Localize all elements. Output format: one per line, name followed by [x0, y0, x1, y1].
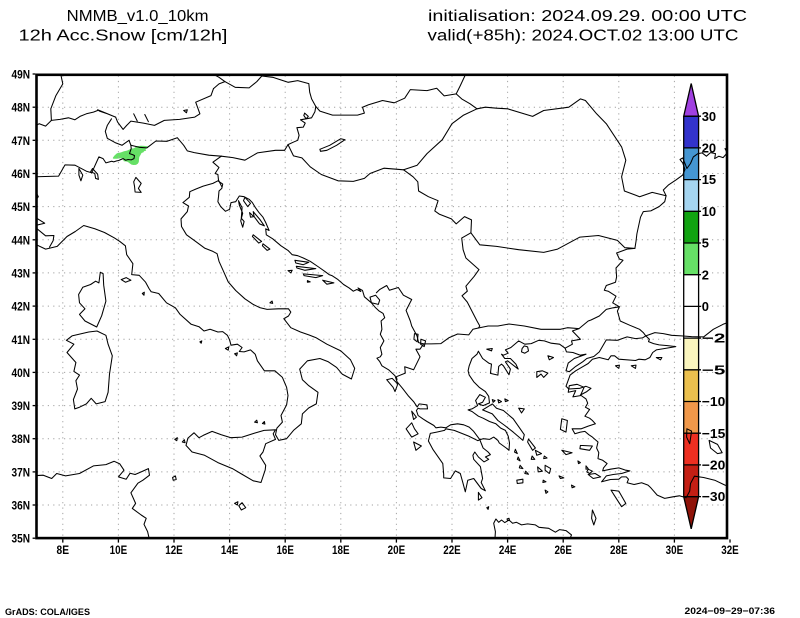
svg-text:−20: −20: [702, 458, 726, 473]
svg-text:12h Acc.Snow [cm/12h]: 12h Acc.Snow [cm/12h]: [19, 28, 228, 45]
svg-text:49N: 49N: [12, 70, 31, 82]
svg-text:36N: 36N: [12, 501, 31, 513]
svg-text:35N: 35N: [12, 534, 31, 546]
svg-text:10E: 10E: [110, 545, 128, 557]
svg-text:48N: 48N: [12, 103, 31, 115]
svg-text:8E: 8E: [57, 545, 70, 557]
svg-text:2024−09−29−07:36: 2024−09−29−07:36: [685, 606, 776, 617]
svg-text:38N: 38N: [12, 434, 31, 446]
svg-text:30: 30: [702, 109, 716, 124]
svg-text:initialisation: 2024.09.29.: initialisation: 2024.09.29. 00:00 UTC: [428, 8, 747, 25]
svg-text:26E: 26E: [554, 545, 572, 557]
svg-text:30E: 30E: [666, 545, 684, 557]
svg-text:37N: 37N: [12, 467, 31, 479]
svg-text:28E: 28E: [610, 545, 628, 557]
svg-text:32E: 32E: [721, 545, 739, 557]
svg-text:45N: 45N: [12, 202, 31, 214]
svg-text:12E: 12E: [165, 545, 183, 557]
svg-text:46N: 46N: [12, 169, 31, 181]
svg-text:18E: 18E: [332, 545, 350, 557]
svg-text:−10: −10: [702, 394, 726, 409]
svg-text:−2: −2: [702, 331, 726, 346]
svg-text:39N: 39N: [12, 401, 31, 413]
svg-text:20: 20: [702, 141, 716, 156]
svg-text:40N: 40N: [12, 368, 31, 380]
svg-text:−15: −15: [702, 426, 726, 441]
svg-text:47N: 47N: [12, 136, 31, 148]
svg-text:2: 2: [702, 267, 709, 282]
svg-text:15: 15: [702, 172, 716, 187]
svg-text:−5: −5: [702, 362, 726, 377]
svg-text:16E: 16E: [276, 545, 294, 557]
svg-text:42N: 42N: [12, 302, 31, 314]
svg-text:10: 10: [702, 204, 716, 219]
svg-text:22E: 22E: [443, 545, 461, 557]
svg-text:NMMB_v1.0_10km: NMMB_v1.0_10km: [67, 8, 209, 25]
svg-text:20E: 20E: [388, 545, 406, 557]
svg-text:41N: 41N: [12, 335, 31, 347]
svg-text:−30: −30: [702, 489, 726, 504]
svg-text:0: 0: [702, 299, 709, 314]
svg-text:24E: 24E: [499, 545, 517, 557]
svg-text:14E: 14E: [221, 545, 239, 557]
svg-text:valid(+85h): 2024.OCT.02 13:00: valid(+85h): 2024.OCT.02 13:00 UTC: [428, 28, 739, 45]
svg-text:44N: 44N: [12, 235, 31, 247]
svg-text:43N: 43N: [12, 268, 31, 280]
svg-text:5: 5: [702, 236, 709, 251]
svg-text:GrADS: COLA/IGES: GrADS: COLA/IGES: [5, 607, 90, 618]
